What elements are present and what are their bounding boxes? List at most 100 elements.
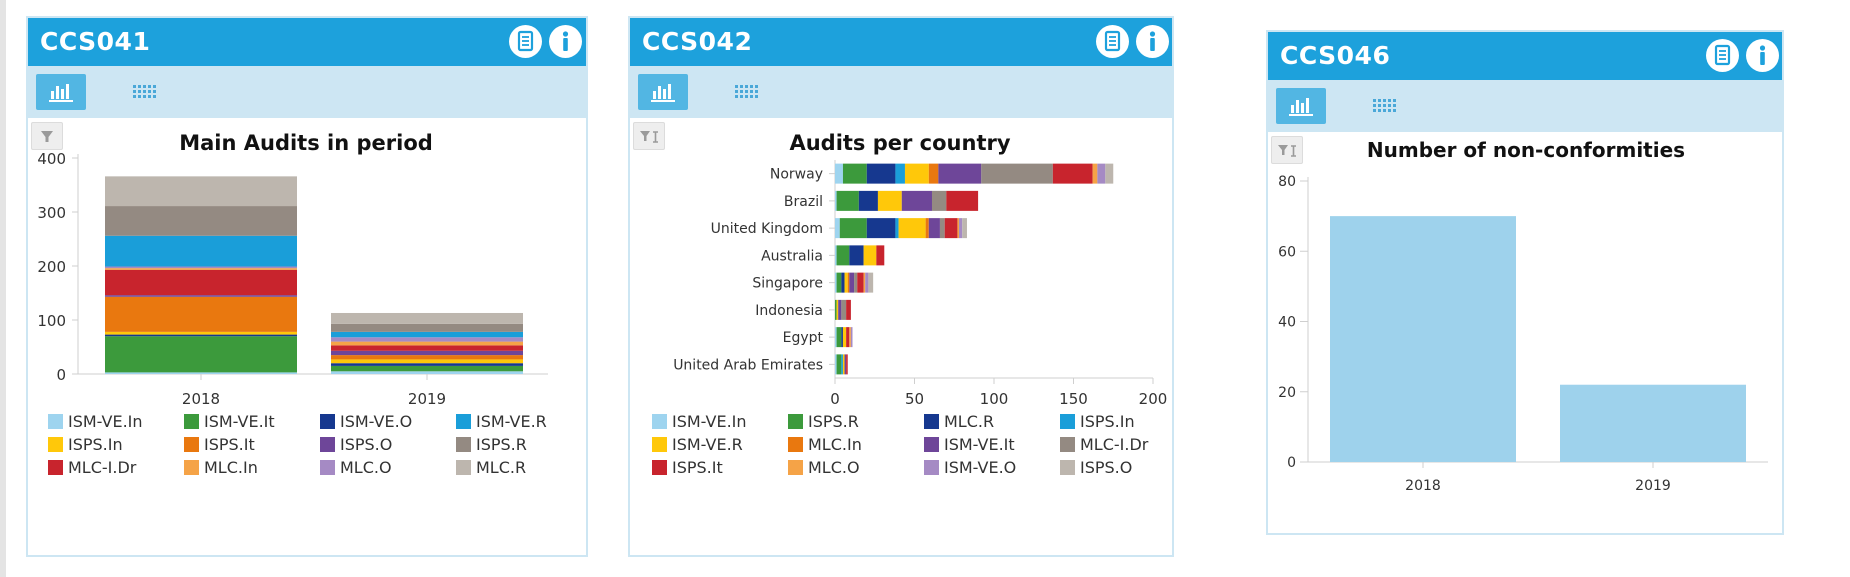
legend-label: ISM-VE.R (672, 435, 743, 454)
table-view-button[interactable] (1360, 88, 1410, 124)
report-icon[interactable] (1706, 39, 1739, 72)
bar-segment (946, 190, 979, 211)
widget-ccs042: CCS042 (628, 16, 1174, 557)
bar-segment (857, 272, 864, 293)
legend-swatch (456, 414, 471, 429)
widget-ccs041: CCS041 (26, 16, 588, 557)
bar-segment (1105, 163, 1114, 184)
legend-swatch (320, 437, 335, 452)
legend-label: ISM-VE.It (944, 435, 1015, 454)
legend-swatch (456, 460, 471, 475)
legend-label: MLC.In (808, 435, 862, 454)
bar-segment (844, 272, 848, 293)
widget-title: CCS041 (40, 27, 151, 56)
info-icon[interactable] (1746, 39, 1779, 72)
view-toolbar (1268, 80, 1782, 132)
bar-segment (331, 312, 523, 324)
bar-segment (877, 190, 902, 211)
filter-clear-icon (1278, 145, 1296, 157)
info-icon[interactable] (1136, 25, 1169, 58)
bar-segment (331, 331, 523, 338)
chart-view-button[interactable] (1276, 88, 1326, 124)
legend-label: ISM-VE.O (340, 412, 412, 431)
legend-swatch (924, 460, 939, 475)
bar-segment (105, 235, 297, 267)
legend-swatch (184, 414, 199, 429)
bar-segment (105, 266, 297, 269)
y-category-label: Norway (770, 167, 823, 183)
y-category-label: United Arab Emirates (673, 357, 823, 373)
legend-swatch (788, 437, 803, 452)
bar-segment (959, 218, 963, 239)
bar-segment (836, 245, 850, 266)
chart-title: Audits per country (789, 131, 1010, 155)
legend-label: ISPS.It (672, 458, 723, 477)
bar-segment (895, 163, 905, 184)
legend-swatch (184, 460, 199, 475)
bar-chart: Number of non-conformities 0 20 40 60 80 2018 2… (1278, 138, 1768, 494)
bar-segment (841, 299, 847, 320)
legend-swatch (924, 414, 939, 429)
bar-segment (835, 245, 837, 266)
bar-segment (836, 190, 859, 211)
filter-button[interactable] (1271, 136, 1303, 164)
info-icon[interactable] (549, 25, 582, 58)
bar-chart-icon (651, 84, 675, 102)
view-toolbar (28, 66, 586, 118)
bar-segment (865, 272, 869, 293)
x-tick-label: 2019 (1635, 478, 1671, 494)
filter-button[interactable] (633, 122, 665, 150)
y-category-label: Indonesia (755, 303, 823, 319)
bar-segment (876, 245, 885, 266)
bar-segment (847, 272, 850, 293)
legend-label: ISPS.It (204, 435, 255, 454)
widget-header: CCS041 (28, 18, 586, 66)
legend-swatch (48, 460, 63, 475)
bar-segment (105, 296, 297, 332)
y-tick-label: 20 (1278, 385, 1296, 401)
bar-segment (957, 218, 960, 239)
legend-swatch (48, 414, 63, 429)
bar-segment (858, 190, 878, 211)
legend-swatch (456, 437, 471, 452)
bar-segment (105, 295, 297, 297)
bar-segment (835, 354, 837, 375)
bar-segment (1097, 163, 1106, 184)
bar-segment (846, 299, 851, 320)
left-edge-divider (0, 0, 6, 577)
y-tick-label: 40 (1278, 315, 1296, 331)
bar-segment (835, 190, 837, 211)
legend-label: ISM-VE.R (476, 412, 547, 431)
bar-segment (838, 299, 842, 320)
chart-view-button[interactable] (36, 74, 86, 110)
table-view-button[interactable] (120, 74, 170, 110)
report-icon[interactable] (509, 25, 542, 58)
legend-label: ISPS.In (68, 435, 123, 454)
legend-label: ISPS.O (1080, 458, 1132, 477)
bar-segment (841, 327, 843, 348)
legend-swatch (652, 414, 667, 429)
bar-segment (863, 272, 866, 293)
table-view-button[interactable] (722, 74, 772, 110)
bar-segment (846, 327, 850, 348)
legend-swatch (184, 437, 199, 452)
legend-label: ISM-VE.In (672, 412, 747, 431)
chart-view-button[interactable] (638, 74, 688, 110)
report-icon[interactable] (1096, 25, 1129, 58)
y-tick-label: 100 (37, 312, 66, 330)
bar-segment (842, 354, 845, 375)
bar (1330, 216, 1516, 462)
bar-segment (836, 354, 842, 375)
y-category-label: United Kingdom (711, 221, 823, 237)
grid-icon (133, 85, 156, 98)
bar-segment (105, 176, 297, 207)
legend-label: ISM-VE.O (944, 458, 1016, 477)
bar-segment (850, 327, 853, 348)
filter-button[interactable] (31, 122, 63, 150)
bar-segment (331, 355, 523, 360)
widget-header: CCS042 (630, 18, 1172, 66)
x-tick-label: 50 (905, 390, 924, 408)
legend-label: MLC.O (808, 458, 860, 477)
bar-segment (331, 337, 523, 342)
chart-title: Main Audits in period (179, 131, 433, 155)
